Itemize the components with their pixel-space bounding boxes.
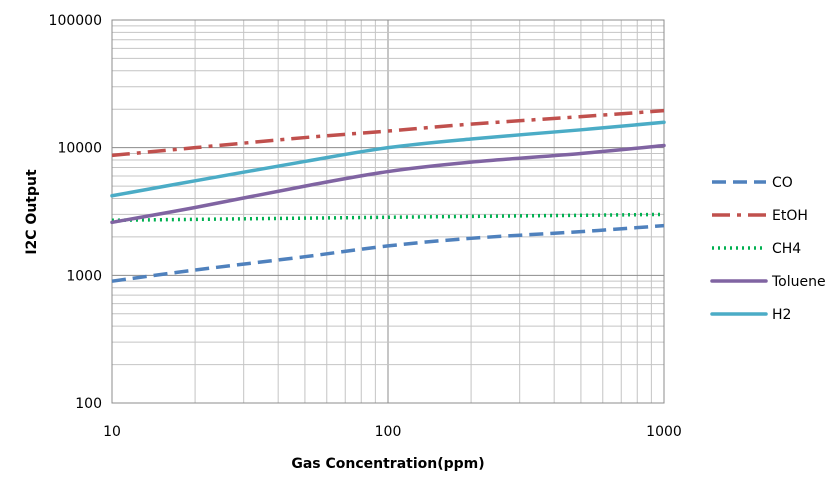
x-tick-label: 100	[375, 424, 402, 440]
series-layer	[110, 108, 666, 283]
series-line-h2	[110, 120, 666, 198]
y-tick-label: 100	[75, 396, 102, 412]
x-tick-label: 1000	[646, 424, 682, 440]
legend: CO EtOH CH4 Toluene H2	[710, 175, 826, 323]
x-axis-title: Gas Concentration(ppm)	[291, 456, 484, 472]
y-axis-title: I2C Output	[24, 169, 40, 255]
series-line-toluene	[110, 143, 666, 225]
series-line-etoh	[111, 108, 665, 158]
legend-label-etoh: EtOH	[772, 208, 808, 224]
legend-label-co: CO	[772, 175, 793, 191]
y-tick-label: 10000	[57, 141, 102, 157]
y-tick-label: 100000	[49, 13, 102, 29]
y-tick-label: 1000	[66, 268, 102, 284]
series-line-co	[111, 223, 665, 283]
legend-label-ch4: CH4	[772, 241, 801, 257]
legend-label-toluene: Toluene	[771, 274, 826, 290]
legend-label-h2: H2	[772, 307, 791, 323]
grid-layer	[111, 20, 664, 404]
plot-area-border	[111, 19, 665, 404]
series-line-ch4	[111, 212, 665, 223]
x-tick-label: 10	[103, 424, 121, 440]
